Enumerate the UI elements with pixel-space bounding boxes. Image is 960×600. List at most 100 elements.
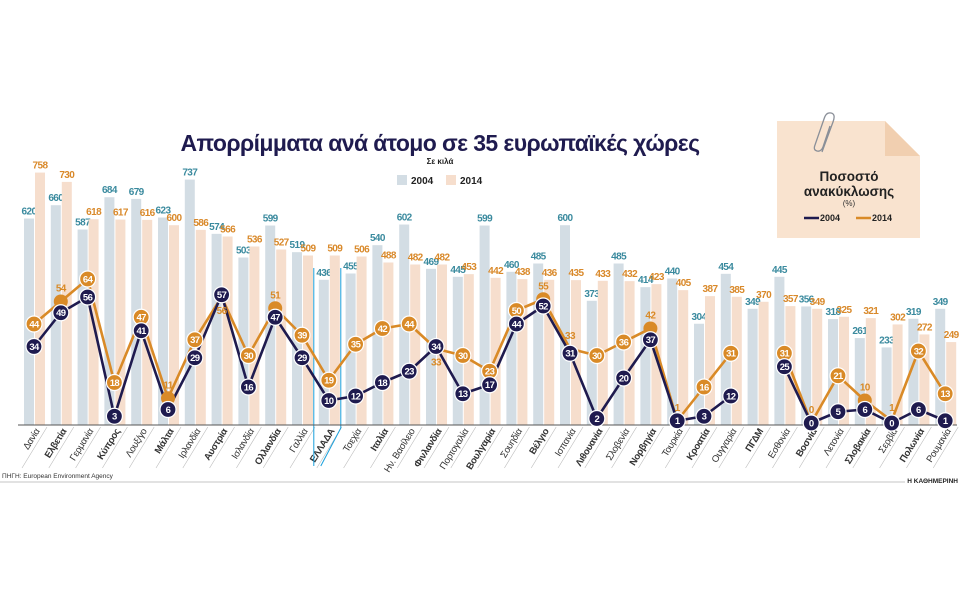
bar-2004 [158,217,168,425]
recycling-value-2014: 30 [244,351,254,362]
category-divider [423,426,450,469]
bar-2014 [490,277,501,425]
category-divider [664,426,691,469]
recycling-point-2004 [239,378,257,396]
recycling-value-2014: 56 [217,306,228,317]
bar-value-label-2014: 509 [301,244,317,255]
bar-value-label-2014: 438 [515,267,531,278]
bar-2004 [318,279,329,425]
bar-value-label-2014: 249 [944,330,960,341]
recycling-point-2004 [105,407,124,425]
bar-2004 [801,306,812,425]
category-divider [852,426,879,469]
bar-value-label-2014: 272 [917,322,933,333]
bar-value-label-2004: 599 [263,214,279,225]
bar-2004 [238,257,249,425]
category-divider [75,426,101,469]
category-divider [21,426,48,469]
bar-2014 [865,318,876,425]
recycling-value-2004: 16 [244,382,254,393]
bar-2014 [222,236,233,425]
recycling-point-2004 [936,412,954,430]
recycling-point-2004 [132,322,150,340]
chart-subtitle: Σε κιλά [427,157,454,166]
footer-rule [0,481,905,483]
recycling-point-2014 [614,333,633,351]
bar-2014 [517,279,528,425]
bar-value-label-2004: 261 [852,326,868,337]
recycling-value-2014: 36 [619,337,629,348]
category-divider [638,426,664,469]
recycling-point-2004 [373,373,391,392]
recycling-value-2014: 19 [324,376,334,387]
recycling-point-2004 [293,349,311,367]
recycling-point-2004 [856,400,874,419]
bar-value-label-2004: 304 [692,312,708,323]
category-divider [584,426,611,469]
recycling-value-2004: 44 [512,319,523,330]
bar-value-label-2014: 618 [86,207,102,218]
recycling-point-2004 [320,391,338,410]
category-divider [343,426,369,469]
recycling-value-2014: 39 [297,331,307,342]
recycling-point-2004 [722,387,740,405]
category-divider [236,426,262,469]
bar-2004 [211,233,222,425]
recycling-point-2004 [159,400,177,419]
recycling-point-2014 [25,315,43,333]
recycling-value-2004: 56 [83,292,93,303]
recycling-value-2004: 10 [324,396,334,407]
category-label: Γαλλία [287,426,311,455]
bar-2014 [624,281,635,425]
bar-2014 [731,296,742,425]
recycling-point-2004 [25,337,43,356]
recycling-value-2004: 6 [862,405,867,416]
recycling-point-2004 [614,369,633,387]
credit-logo: Η ΚΑΘΗΜΕΡΙΝΗ [907,478,958,485]
bar-value-label-2014: 616 [140,208,156,219]
recycling-legend-note: Ποσοστό ανακύκλωσης (%) 2004 2014 [777,112,920,238]
recycling-point-2014 [829,367,847,385]
bar-value-label-2004: 455 [343,261,359,272]
recycling-value-2004: 41 [137,326,148,337]
bar-value-label-2004: 349 [933,297,949,308]
recycling-point-2004 [882,414,901,432]
bar-value-label-2014: 432 [622,269,638,280]
recycling-value-2004: 37 [646,335,656,346]
recycling-point-2014 [78,270,97,288]
bar-value-label-2004: 318 [826,307,842,318]
recycling-value-2004: 17 [485,380,495,391]
recycling-value-2014: 42 [378,324,388,335]
bar-value-label-2004: 684 [102,185,118,196]
recycling-value-2004: 1 [943,416,949,427]
category-divider [48,426,75,469]
recycling-value-2004: 20 [619,373,629,384]
bar-2014 [195,229,206,425]
recycling-point-2004 [534,297,552,315]
recycling-point-2014 [400,315,418,333]
recycling-point-2004 [186,349,204,367]
category-divider [102,426,128,469]
category-label: Ισπανία [553,426,579,459]
paperclip-icon [813,112,835,153]
category-label: Σουηδία [498,426,525,460]
bar-2004 [640,287,651,425]
category-label: Ολλανδία [253,426,284,467]
bar-value-label-2014: 433 [595,269,611,280]
bar-2004 [586,300,597,425]
recycling-value-2014: 54 [56,284,67,295]
chart-title: Απορρίμματα ανά άτομο σε 35 ευρωπαϊκές χ… [181,130,701,156]
bar-value-label-2004: 454 [718,262,734,273]
recycling-value-2014: 47 [137,313,147,324]
bar-2004 [104,197,115,425]
note-fold [885,121,920,156]
legend-swatch-2004-bar [397,175,407,185]
recycling-value-2004: 29 [297,353,307,364]
bar-2014 [329,255,340,425]
recycling-point-2004 [78,288,97,306]
bar-value-label-2004: 599 [477,214,493,225]
category-label: Νορβηγία [628,426,660,467]
recycling-point-2004 [507,315,526,333]
bar-2014 [35,172,45,425]
bar-2004 [265,225,276,425]
